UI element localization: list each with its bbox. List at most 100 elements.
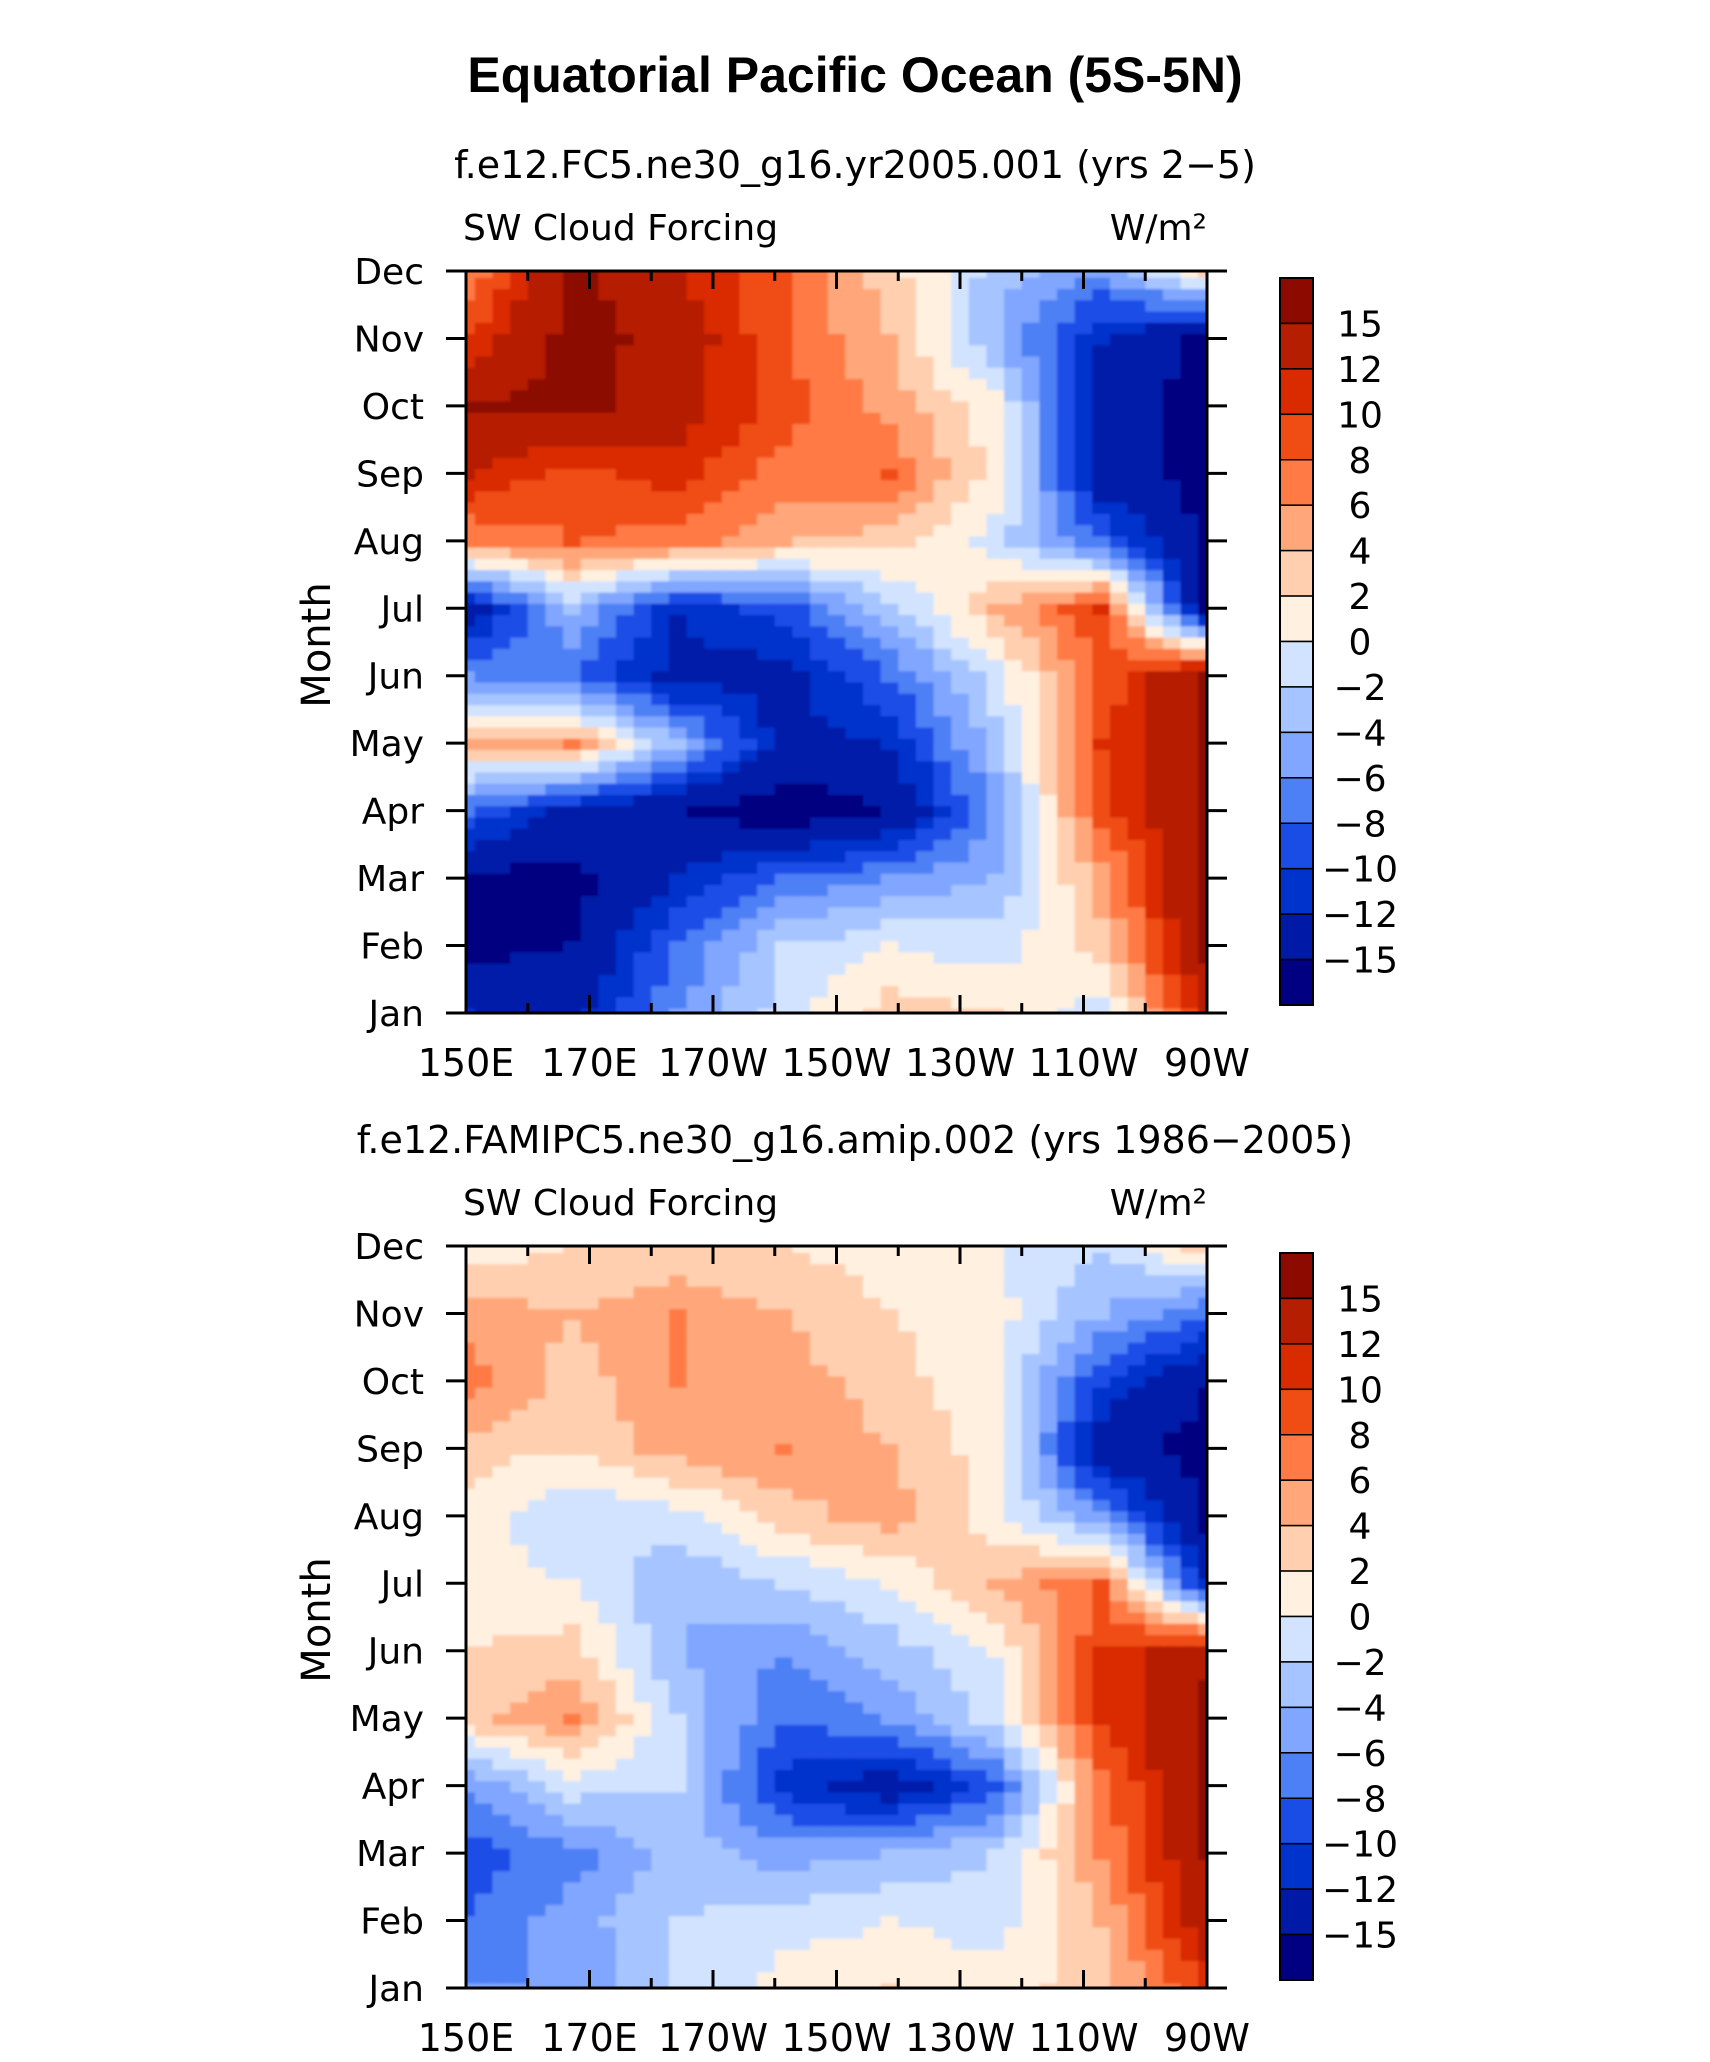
panel-bottom-heatmap — [466, 1246, 1207, 1988]
colorbar-label: −6 — [1333, 1734, 1386, 1775]
y-tick-label: Jun — [366, 1632, 424, 1673]
colorbar-swatch — [1279, 867, 1314, 915]
panel-bottom-variable: SW Cloud Forcing — [463, 1183, 778, 1224]
colorbar-label: 15 — [1337, 304, 1383, 345]
colorbar-swatch — [1279, 1706, 1314, 1754]
panel-top-heatmap — [466, 271, 1207, 1013]
colorbar-label: 2 — [1349, 1552, 1372, 1593]
colorbar-label: 10 — [1337, 395, 1383, 436]
colorbar-label: 6 — [1349, 486, 1372, 527]
colorbar-swatch — [1279, 1615, 1314, 1663]
colorbar-label: −15 — [1322, 941, 1398, 982]
colorbar-swatch — [1279, 1343, 1314, 1391]
colorbar-label: 6 — [1349, 1461, 1372, 1502]
colorbar-label: 0 — [1349, 1598, 1372, 1639]
colorbar-swatch — [1279, 913, 1314, 961]
y-tick-label: Dec — [354, 252, 424, 293]
x-tick-label: 170E — [541, 2016, 638, 2060]
colorbar-swatch — [1279, 1297, 1314, 1345]
colorbar-label: −10 — [1322, 1825, 1398, 1866]
colorbar-label: −4 — [1333, 713, 1386, 754]
colorbar-swatch — [1279, 459, 1314, 506]
colorbar-label: 0 — [1349, 623, 1372, 664]
colorbar-swatch — [1279, 731, 1314, 779]
y-tick-label: Oct — [362, 1362, 424, 1403]
colorbar-swatch — [1279, 640, 1314, 688]
panel-bottom: f.e12.FAMIPC5.ne30_g16.amip.002 (yrs 198… — [294, 1118, 1398, 2060]
x-tick-label: 130W — [905, 2016, 1015, 2060]
colorbar-label: −15 — [1322, 1916, 1398, 1957]
panel-top-units: W/m² — [1110, 208, 1207, 249]
colorbar-swatch — [1279, 368, 1314, 416]
colorbar-swatch — [1279, 1661, 1314, 1709]
colorbar-label: −12 — [1322, 895, 1398, 936]
colorbar-label: 8 — [1349, 441, 1372, 482]
colorbar-label: −8 — [1333, 1779, 1386, 1820]
colorbar-label: −12 — [1322, 1870, 1398, 1911]
colorbar-swatch — [1279, 1797, 1314, 1845]
colorbar-label: 8 — [1349, 1416, 1372, 1457]
colorbar-label: 12 — [1337, 1325, 1383, 1366]
y-tick-label: Aug — [354, 1497, 424, 1538]
colorbar-label: −4 — [1333, 1688, 1386, 1729]
y-tick-label: May — [350, 1699, 424, 1740]
y-tick-label: Mar — [356, 1834, 424, 1875]
colorbar-swatch — [1279, 686, 1314, 734]
x-tick-label: 150W — [781, 2016, 891, 2060]
colorbar-swatch — [1279, 504, 1314, 552]
y-tick-label: Jul — [379, 589, 424, 630]
colorbar-swatch — [1279, 1888, 1314, 1936]
y-tick-label: Nov — [354, 319, 424, 360]
y-tick-label: Aug — [354, 522, 424, 563]
figure-title: Equatorial Pacific Ocean (5S-5N) — [467, 47, 1242, 103]
colorbar-swatch — [1279, 595, 1314, 643]
colorbar-swatch — [1279, 1434, 1314, 1481]
colorbar-label: 4 — [1349, 532, 1372, 573]
colorbar-label: 10 — [1337, 1370, 1383, 1411]
x-tick-label: 150E — [418, 1041, 515, 1085]
y-tick-label: Oct — [362, 387, 424, 428]
x-tick-label: 90W — [1164, 1041, 1250, 1085]
y-tick-label: Dec — [354, 1227, 424, 1268]
y-tick-label: Sep — [356, 454, 424, 495]
panel-bottom-ylabel: Month — [294, 1557, 340, 1682]
colorbar-swatch — [1279, 1479, 1314, 1527]
colorbar-label: −6 — [1333, 759, 1386, 800]
panel-top-variable: SW Cloud Forcing — [463, 208, 778, 249]
y-tick-label: Jun — [366, 657, 424, 698]
colorbar-swatch — [1279, 1524, 1314, 1572]
x-tick-label: 90W — [1164, 2016, 1250, 2060]
y-tick-label: Feb — [360, 1902, 424, 1943]
colorbar-swatch — [1279, 1752, 1314, 1800]
x-tick-label: 110W — [1028, 1041, 1138, 1085]
y-tick-label: Jan — [367, 994, 425, 1035]
colorbar-swatch — [1279, 1933, 1314, 1981]
y-tick-label: Jul — [379, 1564, 424, 1605]
y-tick-label: May — [350, 724, 424, 765]
x-tick-label: 110W — [1028, 2016, 1138, 2060]
y-tick-label: Apr — [362, 1767, 424, 1808]
panel-top-ylabel: Month — [294, 582, 340, 707]
colorbar-swatch — [1279, 413, 1314, 461]
panel-top-axes: 150E 170E 170W 150W 130W 110W 90W Jan Feb Mar Apr M… — [350, 252, 1250, 1085]
x-tick-label: 150W — [781, 1041, 891, 1085]
colorbar-label: 12 — [1337, 350, 1383, 391]
colorbar-label: −2 — [1333, 668, 1386, 709]
colorbar-swatch — [1279, 1570, 1314, 1618]
colorbar-label: 15 — [1337, 1279, 1383, 1320]
colorbar-swatch — [1279, 958, 1314, 1006]
panel-top: f.e12.FC5.ne30_g16.yr2005.001 (yrs 2−5) … — [294, 143, 1398, 1085]
colorbar-label: −2 — [1333, 1643, 1386, 1684]
panel-bottom-units: W/m² — [1110, 1183, 1207, 1224]
colorbar-swatch — [1279, 777, 1314, 824]
x-tick-label: 150E — [418, 2016, 515, 2060]
colorbar-label: 4 — [1349, 1507, 1372, 1548]
y-tick-label: Sep — [356, 1429, 424, 1470]
colorbar-swatch — [1279, 1842, 1314, 1890]
panel-top-title: f.e12.FC5.ne30_g16.yr2005.001 (yrs 2−5) — [454, 143, 1256, 187]
y-tick-label: Jan — [367, 1969, 425, 2010]
colorbar-label: 2 — [1349, 577, 1372, 618]
